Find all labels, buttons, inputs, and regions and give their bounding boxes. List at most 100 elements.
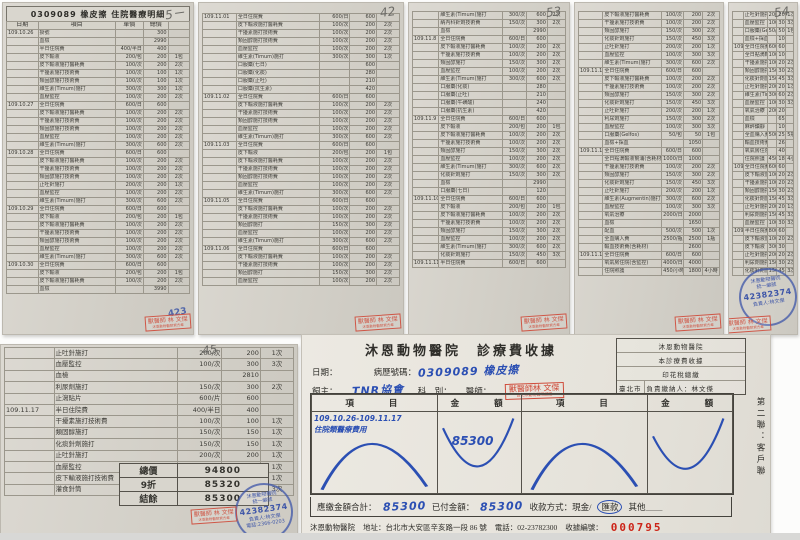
bill-row: 類固醇施打技術費 100/次 200 2次 bbox=[6, 237, 191, 246]
bill-row: 維生素(Timum)施打 300/次 600 2次 bbox=[202, 133, 400, 142]
receipt-fields: 日期： 病歷號碼： 0309089 橡皮擦 飼主： TNR協會 科 別： 醫師：… bbox=[312, 363, 770, 400]
col-date: 日期 bbox=[6, 21, 39, 30]
bill-row: 皮下輸液施打醫耗費 100/次 200 2次 bbox=[732, 171, 794, 180]
bill-row: 住院照護 450/小時 1800 4小時 bbox=[732, 155, 794, 164]
bill-row: 止吐針施打 200/次 200 1次 bbox=[577, 43, 720, 52]
bill-row: 類固醇施打技術費 100/次 200 2次 bbox=[6, 125, 191, 134]
bill-row: 干擾素施打技術費 100/次 200 2次 bbox=[577, 19, 720, 28]
bill-row: 109.11.9 全日住院費 600/日 600 bbox=[411, 115, 567, 124]
fee-item-cell-2 bbox=[521, 411, 649, 494]
bill-row: 109.10.27 全日住院費 600/日 600 bbox=[6, 101, 191, 110]
bill-row: 皮下輸液施打醫耗費 100/次 200 2次 bbox=[202, 253, 400, 262]
bill-row: 皮下輸液施打醫耗費 100/次 200 2次 bbox=[6, 61, 191, 70]
bill-row: 類固醇施打 150/次 300 2次 bbox=[732, 67, 794, 76]
bill-row: 干擾素施打技術費 100/次 200 2次 bbox=[577, 163, 720, 172]
bill-row: 皮下輸液施打醫耗費 100/次 200 2次 bbox=[411, 43, 567, 52]
dept-label: 科 別： bbox=[417, 385, 452, 396]
bill-row: 干擾素施打技術費 100/次 200 2次 bbox=[411, 139, 567, 148]
bill-row: 口服藥(化痰) 280 bbox=[411, 83, 567, 92]
fee-amount-cell-2 bbox=[647, 411, 733, 494]
bill-row: 血壓監控 100/次 200 2次 bbox=[202, 181, 400, 190]
page-number-handwriting: 54 bbox=[772, 4, 790, 20]
bill-row: 干擾素施打技術費 100/次 200 2次 bbox=[202, 109, 400, 118]
page-number-handwriting: 42 bbox=[378, 4, 396, 20]
bill-table-5: 止吐針施打 200/次 200 1次 血壓監控 100/次 300 3次 bbox=[732, 11, 794, 276]
bill-row: 干擾素施打技術費 100/次 200 2次 bbox=[732, 59, 794, 68]
receipt-footer: 沐恩動物醫院 地址：台北市大安區辛亥路一段 86 號 電話：02-2378230… bbox=[310, 521, 762, 534]
vet-stamp-red: 獸醫師 林 文傑 沐恩動物醫院官方章 bbox=[354, 313, 402, 332]
bill-row: 氧氣房住院(含監控) 4000/日 4000 bbox=[577, 259, 720, 268]
doctor-label: 醫師： bbox=[465, 385, 492, 396]
bill-row: 化痰針劑施打 150/次 450 3次 bbox=[732, 75, 794, 84]
bill-row: 血壓監控 100/次 200 2次 bbox=[202, 229, 400, 238]
bill-row: 口服藥(七日) 600 bbox=[202, 61, 400, 70]
scan-sheet-2: 109.11.01 全日住院費 600/日 600 皮下輸液施打醫耗費 100/… bbox=[198, 2, 404, 335]
bill-row: 類固醇施打技術費 100/次 200 2次 bbox=[202, 173, 400, 182]
receipt-title: 沐恩動物醫院 診療費收據 bbox=[364, 343, 557, 358]
receipt-info-box: 沐恩動物醫院 本診療費收據 印花稅總繳 臺北市 負責繳納人：林文傑 bbox=[616, 338, 746, 395]
side-copy-label: 第二聯：客戶聯 bbox=[756, 397, 766, 478]
bill-row: 口服藥(化痰) 280 bbox=[202, 69, 400, 78]
bill-row: 血檢 2810 bbox=[4, 369, 295, 383]
bill-row: 類固醇施打 150/次 300 2次 bbox=[411, 147, 567, 156]
bill-row: 止吐針施打 200/次 200 1次 bbox=[4, 449, 295, 462]
due-amount-handwriting: 85300 bbox=[382, 499, 427, 514]
bill-row: 口服藥(牛磺酸) 240 bbox=[411, 99, 567, 108]
info-stamp-tax: 印花稅總繳 bbox=[617, 367, 745, 381]
totals-row: 9折 85320 bbox=[119, 477, 270, 492]
bill-row: 109.11.13 全日住院費 600/日 600 bbox=[577, 147, 720, 156]
bill-row: 血檢 1650 bbox=[577, 219, 720, 228]
bill-row: 口服藥(七日) 120 bbox=[411, 187, 567, 196]
bill-row: 類固醇施打 150/次 300 2次 bbox=[202, 269, 400, 278]
bill-row: 109.11.15 全日住院費 600/日 600 bbox=[732, 163, 794, 172]
bill-row: 配血 500/次 500 1次 bbox=[577, 227, 720, 236]
col-count bbox=[167, 21, 191, 30]
bill-row: 麻醉鎮靜 1000 bbox=[732, 123, 794, 132]
bill-row: 利尿劑施打 150/次 300 2次 bbox=[577, 115, 720, 124]
scan-sheet-summary: 止吐針施打 200/次 200 1次 血壓監控 100/次 300 3次 bbox=[0, 344, 298, 538]
scan-sheet-3: 維生素(Timum)施打 300/次 600 2次 納內科針劑技術費 150/次… bbox=[408, 2, 570, 335]
bill-row: 皮下輸液施打醫耗費 100/次 200 2次 bbox=[202, 157, 400, 166]
bill-row: 止吐針施打 200/次 200 1次 bbox=[577, 107, 720, 116]
bill-row: 109.11.01 全日住院費 600/日 600 bbox=[202, 13, 400, 22]
bill-row: 維生素(Timum)施打 300/次 600 2次 bbox=[411, 163, 567, 172]
bill-row: 口服藥(抗生素) 420 bbox=[411, 107, 567, 116]
fee-amount-cell: 85300 bbox=[436, 411, 523, 494]
bill-row: 109.11.10 全日住院費 600/日 600 bbox=[411, 195, 567, 204]
bill-row: 干擾素施打技術費 100/次 200 2次 bbox=[202, 213, 400, 222]
bill-row: 化痰針劑施打 150/次 300 2次 bbox=[411, 171, 567, 180]
bill-row: 109.11.16 半日住院費 800/日 600 bbox=[732, 227, 794, 236]
col-unit: 單價 bbox=[114, 21, 144, 30]
paid-label: 已付金額： bbox=[431, 501, 475, 512]
bill-row: 109.11.03 全日住院費 600/日 600 bbox=[202, 141, 400, 150]
bill-row: 109.11.14 全日住院費 600/日 600 bbox=[732, 43, 794, 52]
x-mark-icon bbox=[652, 418, 725, 470]
bill-row: 化痰針劑施打 150/次 450 3次 bbox=[732, 195, 794, 204]
bill-row: 利尿劑施打 150/次 300 2次 bbox=[4, 381, 295, 394]
bill-row: 皮下輸液施打醫耗費 100/次 200 2次 bbox=[6, 221, 191, 230]
footer-phone: 電話：02-23782300 bbox=[494, 523, 558, 532]
bill-row: 109.10.28 全日住院費 600/日 600 bbox=[6, 149, 191, 158]
scan-sheet-5: 止吐針施打 200/次 200 1次 血壓監控 100/次 300 3次 bbox=[728, 2, 798, 335]
col-item: 項目 bbox=[37, 21, 116, 30]
bill-row: 類固醇施打技術費 100/次 100 1次 bbox=[6, 77, 191, 86]
bill-row: 皮下輸液 200/包 200 1包 bbox=[6, 269, 191, 278]
footer-address: 地址：台北市大安區辛亥路一段 86 號 bbox=[363, 523, 487, 532]
bill-row: 皮下輸液施打醫耗費 100/次 200 2次 bbox=[411, 131, 567, 140]
bill-row: 維生素(Timum)施打 300/次 600 2次 bbox=[411, 243, 567, 252]
bill-row: 類固醇施打 150/次 150 1次 bbox=[4, 426, 295, 440]
due-label: 應繳金額合計： bbox=[317, 501, 377, 512]
bill-row: 氧氣治療 2000/日 2000 bbox=[577, 211, 720, 220]
bill-row: 維生素(Timum)施打 300/次 600 2次 bbox=[6, 141, 191, 150]
bill-row: 血壓監控 100/次 300 3次 bbox=[577, 123, 720, 132]
bill-row: 利尿劑施打 150/次 300 2次 bbox=[732, 259, 794, 268]
bill-row: 皮下輸液施打醫耗費 100/次 200 2次 bbox=[202, 101, 400, 110]
x-mark-icon bbox=[530, 442, 639, 491]
page-number-handwriting: 5ㄧ bbox=[164, 5, 186, 23]
bill-row: 109.11.05 全日住院費 600/日 600 bbox=[202, 197, 400, 206]
bill-row: 干擾素施打技術費 100/次 100 1次 bbox=[6, 69, 191, 78]
totals-row: 總價 94800 bbox=[119, 463, 270, 478]
bill-row: 皮下輸液 200/包 200 1包 bbox=[411, 203, 567, 212]
bill-row: 全日點滴輸液幫浦(含耗材) 1000/日 1000 bbox=[577, 155, 720, 164]
bill-row: 納內科針劑技術費 150/次 300 2次 bbox=[411, 19, 567, 28]
